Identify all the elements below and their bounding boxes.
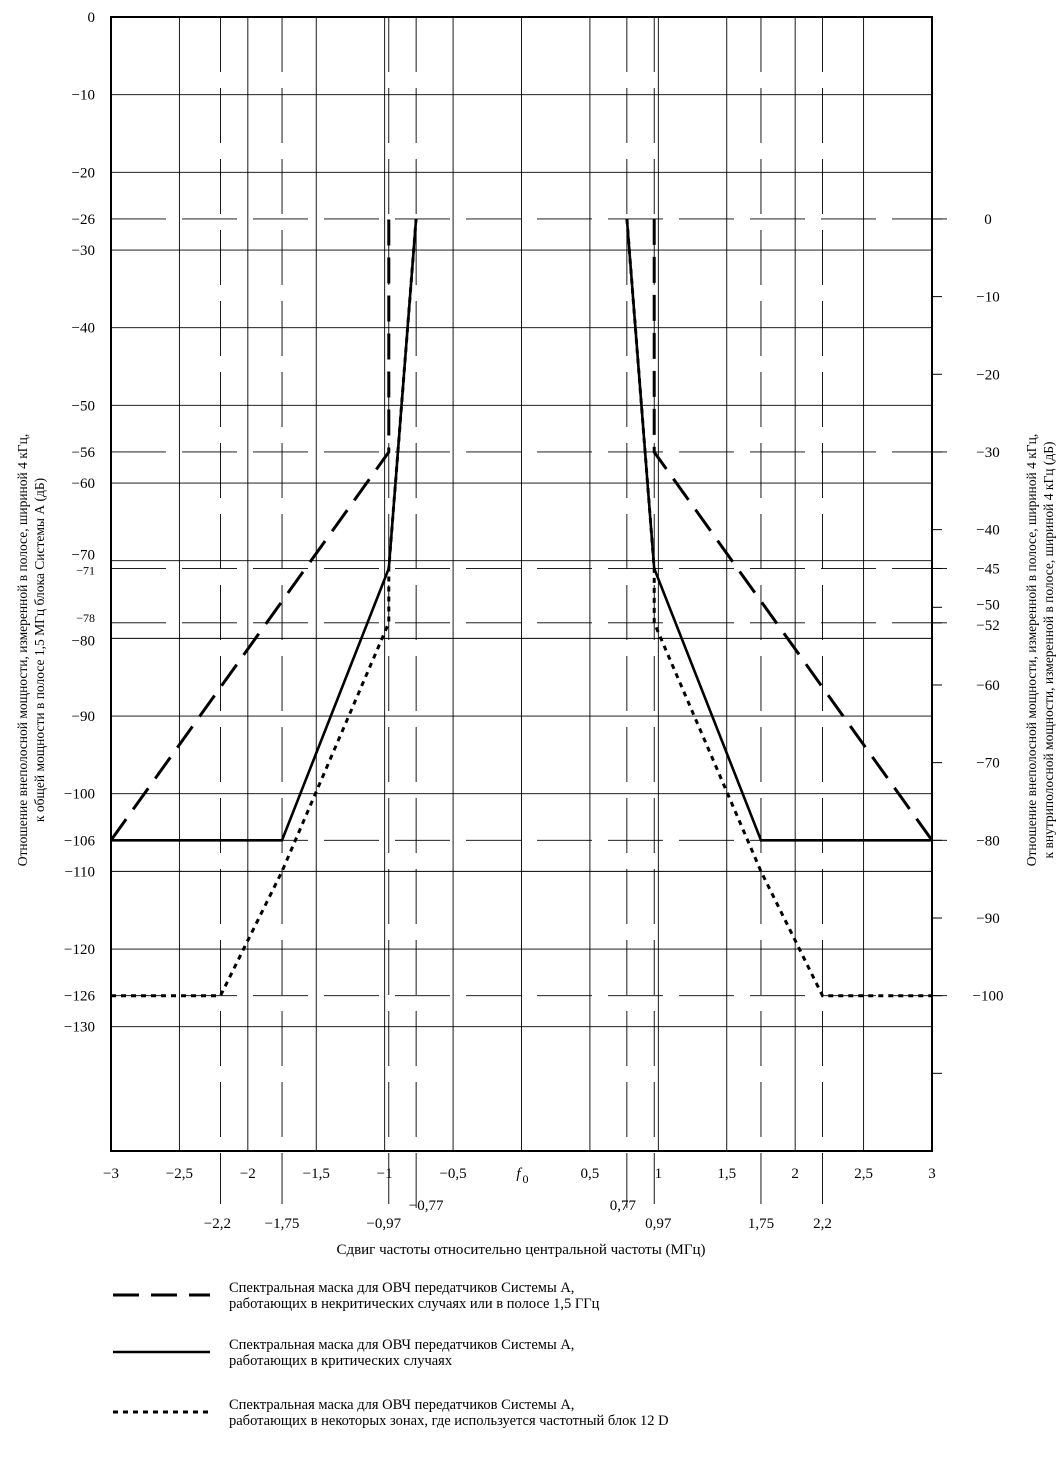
- y-left-tick-label: −110: [65, 864, 95, 880]
- y-right-tick-label: −100: [973, 989, 1004, 1005]
- x-axis-label: Сдвиг частоты относительно центральной ч…: [336, 1242, 705, 1258]
- x-tick-label-f0-sub: 0: [523, 1172, 529, 1186]
- y-left-tick-label: −71: [76, 563, 95, 577]
- labels-layer: 0−10−20−26−30−40−50−56−60−70−71−78−80−90…: [64, 10, 1003, 1232]
- series-solid-line: [111, 218, 418, 842]
- x-tick-label: 2: [791, 1166, 799, 1182]
- x-tick-label: 3: [928, 1166, 936, 1182]
- y-right-tick-label: 0: [984, 212, 992, 228]
- x-tick-label-f0: f: [516, 1166, 522, 1182]
- y-right-tick-label: −20: [976, 367, 999, 383]
- x-mark-label: −1,75: [265, 1216, 300, 1232]
- y-left-tick-label: −100: [64, 787, 95, 803]
- plot-frame: [110, 16, 933, 1152]
- y-right-tick-label: −60: [976, 678, 999, 694]
- x-tick-label: −2: [240, 1166, 256, 1182]
- y-left-tick-label: −130: [64, 1020, 95, 1036]
- x-tick-label: −1,5: [303, 1166, 330, 1182]
- y-left-tick-label: −90: [72, 709, 95, 725]
- legend-text: работающих в некритических случаях или в…: [229, 1296, 600, 1312]
- y-right-tick-label: −10: [976, 290, 999, 306]
- series-layer: [109, 218, 934, 998]
- series-dotted-line: [111, 218, 418, 998]
- y-left-tick-label: −126: [64, 989, 95, 1005]
- plot-border: [110, 16, 933, 1152]
- legend-text: Спектральная маска для ОВЧ передатчиков …: [229, 1397, 574, 1413]
- y-left-tick-label: −40: [72, 321, 95, 337]
- x-mark-label: −0,77: [409, 1198, 444, 1214]
- y-axis-label-right-line1: Отношение внеполосной мощности, измеренн…: [1024, 434, 1039, 866]
- x-tick-label: −1: [377, 1166, 393, 1182]
- y-right-tick-label: −80: [976, 833, 999, 849]
- y-right-tick-label: −52: [976, 618, 999, 634]
- x-mark-label: 2,2: [813, 1216, 832, 1232]
- y-left-tick-label: −50: [72, 398, 95, 414]
- series-solid-line: [625, 218, 932, 842]
- y-left-tick-label: −30: [72, 243, 95, 259]
- y-left-tick-label: −80: [72, 633, 95, 649]
- y-left-tick-label: −10: [72, 88, 95, 104]
- y-axis-label-left-line2: к общей мощности в полосе 1,5 МГц блока …: [32, 478, 47, 822]
- y-left-tick-label: 0: [88, 10, 96, 26]
- y-left-tick-label: −70: [72, 548, 95, 564]
- y-right-tick-label: −30: [976, 445, 999, 461]
- x-tick-label: 1: [655, 1166, 663, 1182]
- y-left-tick-label: −60: [72, 476, 95, 492]
- x-mark-label: 0,77: [610, 1198, 637, 1214]
- series-dotted-line: [625, 218, 932, 998]
- y-left-tick-label: −26: [72, 212, 96, 228]
- legend-text: Спектральная маска для ОВЧ передатчиков …: [229, 1280, 574, 1296]
- y-left-tick-label: −106: [64, 833, 95, 849]
- y-axis-label-left: Отношение внеполосной мощности, измеренн…: [15, 434, 47, 866]
- x-mark-label: −0,97: [366, 1216, 401, 1232]
- legend-text: работающих в критических случаях: [229, 1353, 453, 1369]
- y-left-tick-label: −78: [76, 611, 95, 625]
- legend-text: Спектральная маска для ОВЧ передатчиков …: [229, 1337, 574, 1353]
- legend: Спектральная маска для ОВЧ передатчиков …: [113, 1280, 669, 1429]
- y-right-tick-label: −90: [976, 911, 999, 927]
- y-right-tick-label: −50: [976, 597, 999, 613]
- x-tick-label: 0,5: [581, 1166, 600, 1182]
- y-right-tick-label: −45: [976, 561, 999, 577]
- y-left-tick-label: −56: [72, 445, 96, 461]
- x-tick-label: −2,5: [166, 1166, 193, 1182]
- y-left-tick-label: −20: [72, 165, 95, 181]
- x-mark-label: 0,97: [645, 1216, 672, 1232]
- series-longdash-line: [652, 218, 934, 842]
- y-axis-label-right-line2: к внутриполосной мощности, измеренной в …: [1041, 442, 1056, 859]
- x-tick-label: 1,5: [717, 1166, 736, 1182]
- y-right-tick-label: −70: [976, 756, 999, 772]
- y-left-tick-label: −120: [64, 942, 95, 958]
- y-right-tick-label: −40: [976, 523, 999, 539]
- legend-text: работающих в некоторых зонах, где исполь…: [229, 1413, 669, 1429]
- x-tick-label: −0,5: [439, 1166, 466, 1182]
- x-mark-label: −2,2: [204, 1216, 231, 1232]
- x-mark-label: 1,75: [748, 1216, 774, 1232]
- series-longdash-line: [109, 218, 391, 842]
- y-axis-label-right: Отношение внеполосной мощности, измеренн…: [1024, 434, 1056, 866]
- x-tick-label: −3: [103, 1166, 119, 1182]
- grid-layer: [110, 16, 957, 1212]
- y-axis-label-left-line1: Отношение внеполосной мощности, измеренн…: [15, 434, 30, 866]
- x-tick-label: 2,5: [854, 1166, 873, 1182]
